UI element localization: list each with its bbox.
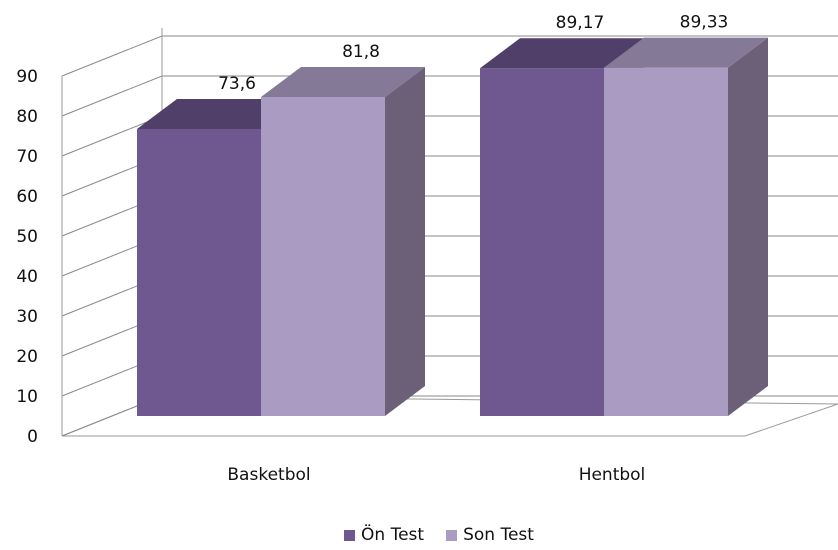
data-label-basketbol-on-test: 73,6 [218, 74, 256, 94]
y-tick-label-0: 0 [27, 427, 38, 447]
x-tick-label-hentbol: Hentbol [579, 465, 646, 485]
data-label-hentbol-son-test: 89,33 [680, 13, 729, 33]
y-tick-label-80: 80 [16, 107, 38, 127]
y-tick-label-50: 50 [16, 227, 38, 247]
y-tick-label-20: 20 [16, 347, 38, 367]
bar-hentbol-son-test [604, 67, 728, 416]
legend-swatch-son-test [446, 529, 458, 541]
y-tick-label-10: 10 [16, 387, 38, 407]
legend: Ön Test Son Test [0, 524, 838, 546]
legend-label-son-test: Son Test [463, 525, 534, 545]
data-label-hentbol-on-test: 89,17 [556, 13, 605, 33]
bar-basketbol-on-test [137, 128, 261, 416]
bar-side-basketbol-son-test [385, 66, 425, 416]
y-tick-label-60: 60 [16, 187, 38, 207]
bar-hentbol-on-test [480, 68, 604, 416]
bar-side-hentbol-son-test [728, 37, 768, 416]
bar-top-hentbol-son-test [604, 37, 768, 68]
bar-top-basketbol-son-test [261, 66, 425, 97]
bar-basketbol-son-test [261, 96, 385, 416]
bar-top-hentbol-on-test [480, 38, 644, 69]
legend-label-on-test: Ön Test [361, 525, 425, 545]
y-tick-label-90: 90 [16, 67, 38, 87]
legend-item-son-test: Son Test [446, 525, 534, 545]
x-tick-label-basketbol: Basketbol [227, 465, 310, 485]
legend-item-on-test: Ön Test [344, 525, 424, 545]
y-tick-label-40: 40 [16, 267, 38, 287]
y-tick-label-30: 30 [16, 307, 38, 327]
legend-swatch-on-test [344, 529, 356, 541]
y-tick-label-70: 70 [16, 147, 38, 167]
bar-top-basketbol-on-test [137, 98, 301, 129]
data-label-basketbol-son-test: 81,8 [342, 42, 380, 62]
